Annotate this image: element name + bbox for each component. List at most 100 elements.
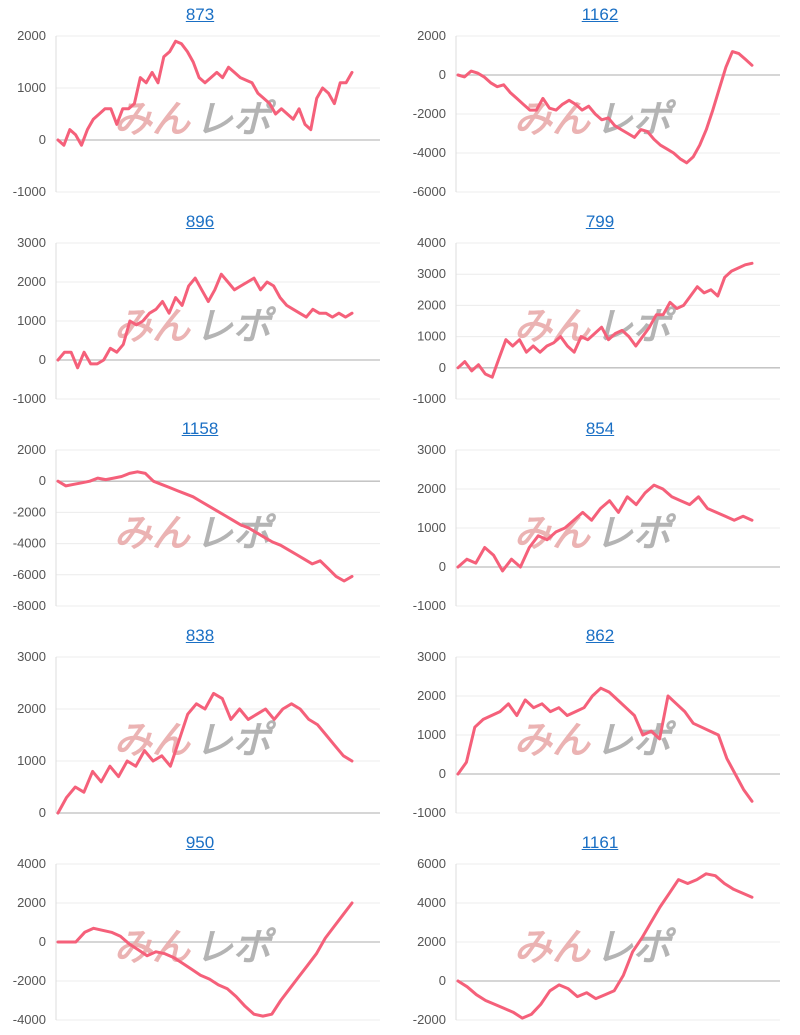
watermark-text-red: みん: [114, 99, 191, 141]
minrepo-watermark-logo: みん レポ: [514, 927, 677, 969]
chart-panel: 3000 2000 1000 0 みん レポ 838: [0, 621, 400, 828]
y-tick-label: 0: [39, 352, 46, 367]
minrepo-watermark-logo: みん レポ: [114, 306, 277, 348]
watermark-text-gray: レポ: [195, 720, 277, 762]
chart-panel: 3000 2000 1000 0 -1000 みん レポ 896: [0, 207, 400, 414]
watermark-text-gray: レポ: [595, 720, 677, 762]
y-tick-label: 4000: [417, 895, 446, 910]
chart-title-link[interactable]: 854: [585, 419, 615, 438]
y-tick-label: -1000: [413, 805, 446, 820]
y-tick-label: -1000: [13, 391, 46, 406]
series-line: [56, 272, 354, 370]
watermark-text-gray: レポ: [195, 927, 277, 969]
minrepo-watermark-logo: みん レポ: [114, 99, 277, 141]
y-tick-label: 1000: [417, 727, 446, 742]
line-chart: 3000 2000 1000 0 -1000 みん レポ: [413, 649, 780, 820]
minrepo-watermark-logo: みん レポ: [114, 720, 277, 762]
y-tick-label: 2000: [417, 934, 446, 949]
chart-title-link[interactable]: 799: [585, 212, 615, 231]
watermark-text-gray: レポ: [195, 99, 277, 141]
series-line: [56, 470, 354, 583]
y-tick-label: 2000: [417, 297, 446, 312]
y-tick-label: -8000: [13, 598, 46, 613]
minrepo-watermark-logo: みん レポ: [514, 99, 677, 141]
watermark-text-red: みん: [514, 927, 591, 969]
chart-title-link[interactable]: 896: [185, 212, 215, 231]
watermark-text-gray: レポ: [195, 513, 277, 555]
y-tick-label: 1000: [17, 313, 46, 328]
y-tick-label: 6000: [417, 856, 446, 871]
y-tick-label: 2000: [17, 895, 46, 910]
y-tick-label: 1000: [417, 520, 446, 535]
y-tick-label: -1000: [13, 184, 46, 199]
y-tick-label: 3000: [417, 649, 446, 664]
chart-title-link[interactable]: 1158: [181, 419, 219, 438]
y-tick-label: 0: [39, 473, 46, 488]
minrepo-watermark-logo: みん レポ: [114, 927, 277, 969]
series-line: [456, 483, 754, 573]
chart-title-link[interactable]: 1162: [581, 5, 619, 24]
y-tick-label: 4000: [17, 856, 46, 871]
y-tick-label: -1000: [413, 391, 446, 406]
y-tick-label: 2000: [17, 701, 46, 716]
y-tick-label: 2000: [417, 28, 446, 43]
y-tick-label: 0: [439, 766, 446, 781]
y-tick-label: -2000: [413, 1012, 446, 1027]
minrepo-watermark-logo: みん レポ: [514, 306, 677, 348]
y-tick-label: 0: [39, 805, 46, 820]
y-tick-label: 0: [439, 360, 446, 375]
y-tick-label: -6000: [13, 567, 46, 582]
chart-title-link[interactable]: 862: [585, 626, 615, 645]
series-line: [56, 691, 354, 815]
chart-title-link[interactable]: 838: [185, 626, 215, 645]
y-tick-label: 1000: [17, 80, 46, 95]
minrepo-watermark-logo: みん レポ: [514, 720, 677, 762]
y-tick-label: 4000: [417, 235, 446, 250]
minrepo-watermark-logo: みん レポ: [514, 513, 677, 555]
y-tick-label: -4000: [413, 145, 446, 160]
watermark-text-gray: レポ: [595, 513, 677, 555]
chart-panel: 3000 2000 1000 0 -1000 みん レポ 854: [400, 414, 800, 621]
series-line: [56, 901, 354, 1018]
series-line: [456, 261, 754, 379]
chart-panel: 2000 0 -2000 -4000 -6000 みん レポ 1162: [400, 0, 800, 207]
line-chart: 2000 1000 0 -1000 みん レポ: [13, 28, 380, 199]
minrepo-watermark-logo: みん レポ: [114, 513, 277, 555]
chart-title-link[interactable]: 1161: [581, 833, 619, 852]
y-tick-label: 0: [39, 934, 46, 949]
y-tick-label: 3000: [417, 266, 446, 281]
chart-panel: 2000 1000 0 -1000 みん レポ 873: [0, 0, 400, 207]
series-line: [456, 50, 754, 165]
series-line: [456, 686, 754, 803]
chart-panel: 4000 2000 0 -2000 -4000 みん レポ 950: [0, 828, 400, 1035]
chart-title-link[interactable]: 873: [185, 5, 215, 24]
y-tick-label: 3000: [417, 442, 446, 457]
y-tick-label: 2000: [417, 481, 446, 496]
y-tick-label: -2000: [13, 973, 46, 988]
y-tick-label: 3000: [17, 649, 46, 664]
line-chart: 3000 2000 1000 0 -1000 みん レポ: [413, 442, 780, 613]
y-tick-label: -2000: [413, 106, 446, 121]
line-chart: 2000 0 -2000 -4000 -6000 -8000 みん レポ: [13, 442, 380, 613]
y-tick-label: 2000: [17, 28, 46, 43]
watermark-text-red: みん: [514, 720, 591, 762]
y-tick-label: 2000: [417, 688, 446, 703]
line-chart: 4000 3000 2000 1000 0 -1000 みん レポ: [413, 235, 780, 406]
y-tick-label: -2000: [13, 504, 46, 519]
y-tick-label: -4000: [13, 536, 46, 551]
y-tick-label: 3000: [17, 235, 46, 250]
y-tick-label: 2000: [17, 442, 46, 457]
chart-title-link[interactable]: 950: [185, 833, 215, 852]
line-chart: 6000 4000 2000 0 -2000 みん レポ: [413, 856, 780, 1027]
y-tick-label: 2000: [17, 274, 46, 289]
y-tick-label: 0: [439, 67, 446, 82]
chart-panel: 2000 0 -2000 -4000 -6000 -8000 みん レポ 1158: [0, 414, 400, 621]
line-chart: 3000 2000 1000 0 -1000 みん レポ: [13, 235, 380, 406]
series-line: [56, 39, 354, 147]
y-tick-label: 0: [439, 973, 446, 988]
y-tick-label: 0: [39, 132, 46, 147]
y-tick-label: -6000: [413, 184, 446, 199]
watermark-text-gray: レポ: [195, 306, 277, 348]
y-tick-label: 1000: [17, 753, 46, 768]
